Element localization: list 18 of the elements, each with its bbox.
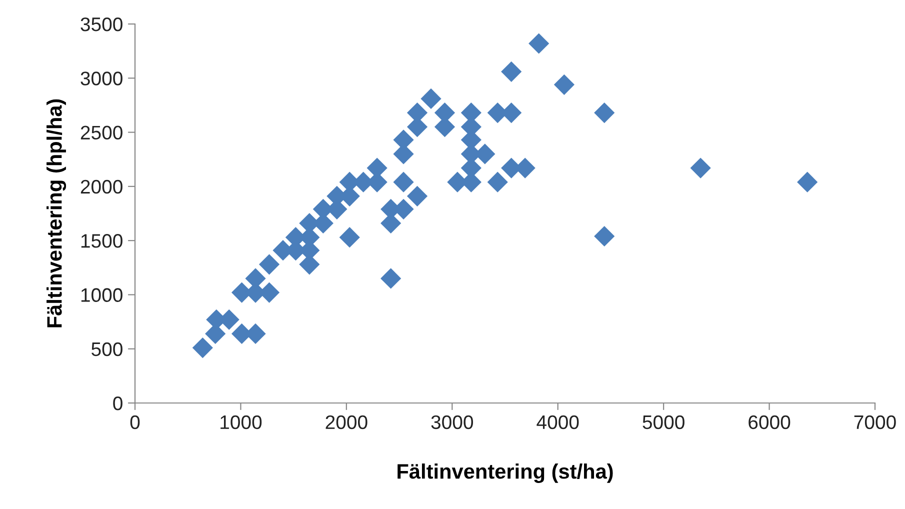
x-tick-label: 7000 — [854, 415, 896, 430]
x-axis-title: Fältinventering (st/ha) — [398, 463, 613, 483]
y-axis-title: Fältinventering (hpl/ha) — [46, 99, 66, 328]
x-tick-label: 4000 — [536, 415, 579, 430]
y-tick-label: 500 — [92, 342, 122, 356]
x-tick-label: 0 — [130, 415, 140, 430]
y-tick-label: 2500 — [80, 126, 122, 140]
y-tick-label: 3500 — [80, 17, 122, 32]
x-tick-label: 2000 — [326, 415, 368, 430]
y-tick-label: 0 — [113, 396, 122, 410]
y-tick-label: 1500 — [81, 234, 122, 248]
x-tick-label: 1000 — [220, 415, 262, 430]
y-tick-label: 3000 — [80, 72, 122, 86]
x-tick-label: 5000 — [642, 415, 684, 430]
x-tick-label: 3000 — [431, 415, 474, 430]
y-tick-label: 1000 — [81, 288, 122, 302]
x-tick-label: 6000 — [748, 415, 790, 430]
y-tick-label: 2000 — [80, 180, 122, 194]
